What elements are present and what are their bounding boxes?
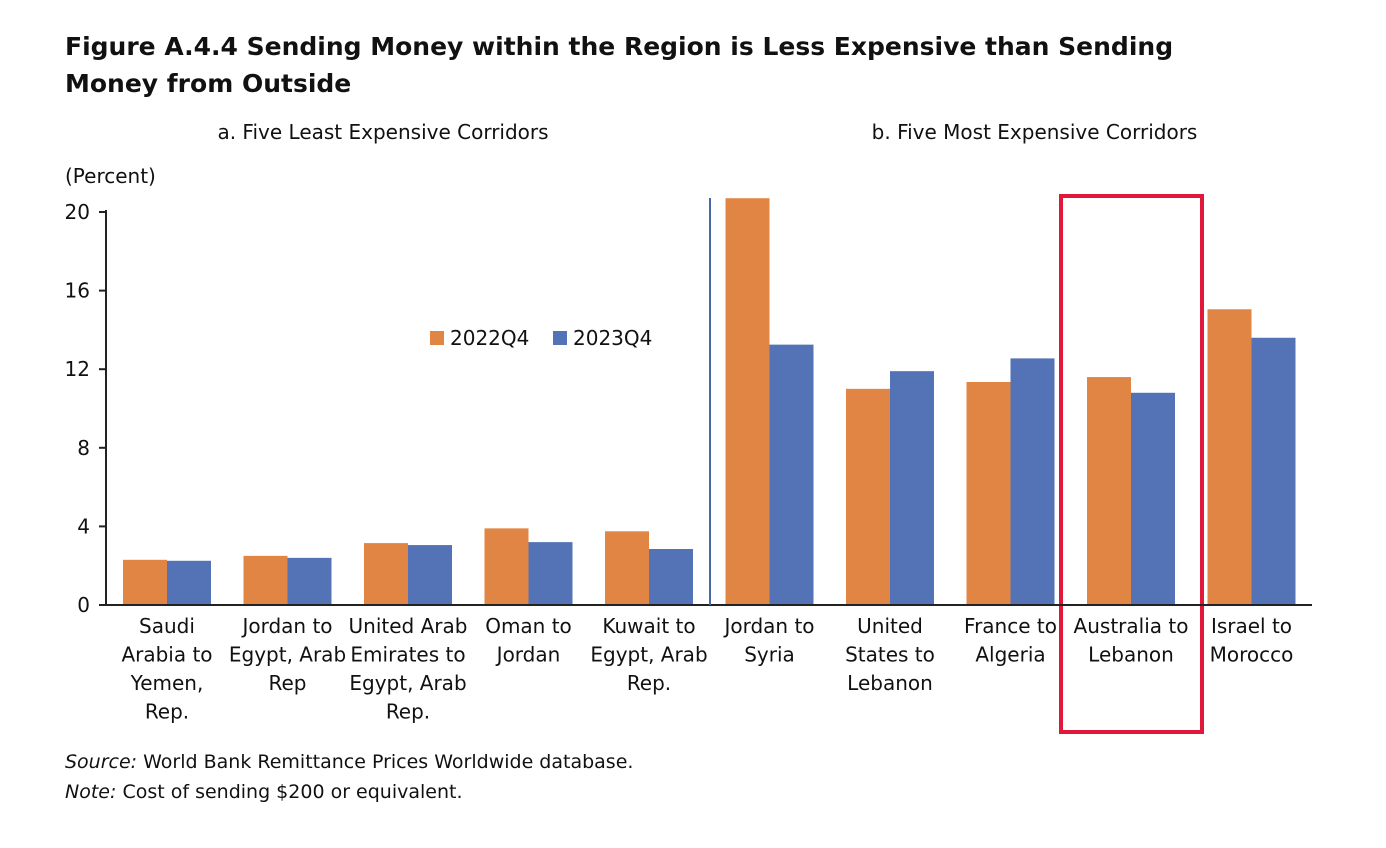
x-tick-label-5: Jordan to Syria (722, 614, 814, 667)
x-tick-label-6: United States to Lebanon (845, 614, 935, 695)
legend-label-2023Q4: 2023Q4 (573, 326, 652, 350)
source-note: Source: World Bank Remittance Prices Wor… (65, 750, 633, 774)
bar-2023Q4-4 (649, 548, 693, 605)
bar-2022Q4-3 (484, 528, 529, 605)
bar-2022Q4-6 (846, 388, 890, 605)
note: Note: Cost of sending $200 or equivalent… (65, 780, 463, 804)
y-tick-label-4: 4 (77, 514, 90, 538)
highlight-box (1059, 194, 1204, 734)
bar-2022Q4-8 (1087, 377, 1131, 605)
bar-2022Q4-2 (364, 543, 408, 605)
bar-2022Q4-5 (725, 198, 770, 605)
source-text: World Bank Remittance Prices Worldwide d… (143, 751, 634, 773)
y-ticks: 0 4 8 12 16 20 (65, 200, 106, 617)
legend-label-2022Q4: 2022Q4 (450, 326, 529, 350)
source-label: Source: (65, 751, 138, 773)
bar-2022Q4-4 (605, 531, 649, 605)
y-tick-label-12: 12 (65, 357, 90, 381)
x-tick-label-0: Saudi Arabia to Yemen, Rep. (121, 614, 212, 724)
bars (123, 198, 1296, 605)
bar-2023Q4-5 (769, 344, 814, 605)
bar-2023Q4-2 (408, 545, 452, 605)
bar-2023Q4-3 (528, 542, 573, 605)
x-tick-label-4: Kuwait to Egypt, Arab Rep. (590, 614, 707, 695)
bar-2023Q4-6 (890, 371, 934, 605)
y-axis-label: (Percent) (65, 164, 156, 188)
x-tick-label-9: Israel to Morocco (1210, 614, 1294, 667)
x-tick-label-2: United Arab Emirates to Egypt, Arab Rep. (349, 614, 468, 724)
figure-title: Figure A.4.4 Sending Money within the Re… (65, 32, 1174, 98)
note-label: Note: (65, 781, 117, 803)
axes (105, 198, 1312, 606)
y-tick-label-16: 16 (65, 279, 90, 303)
bar-2023Q4-1 (287, 557, 332, 605)
bar-2023Q4-8 (1131, 392, 1175, 605)
bar-2023Q4-7 (1010, 358, 1055, 605)
bar-2023Q4-0 (167, 560, 211, 605)
legend: 2022Q4 2023Q4 (430, 326, 652, 350)
panel-labels: a. Five Least Expensive Corridors b. Five… (217, 120, 1197, 144)
y-tick-label-0: 0 (77, 593, 90, 617)
x-tick-label-1: Jordan to Egypt, Arab Rep (229, 614, 346, 695)
legend-swatch-2023Q4 (553, 331, 567, 345)
panel-label-b: b. Five Most Expensive Corridors (872, 120, 1198, 144)
x-tick-label-8: Australia to Lebanon (1074, 614, 1189, 667)
bar-2022Q4-0 (123, 559, 167, 605)
x-tick-label-7: France to Algeria (964, 614, 1057, 667)
note-text: Cost of sending $200 or equivalent. (122, 781, 463, 803)
x-tick-labels: Saudi Arabia to Yemen, Rep.Jordan to Egypt, … (121, 614, 1293, 724)
legend-swatch-2022Q4 (430, 331, 444, 345)
bar-2022Q4-9 (1207, 309, 1252, 605)
bar-2022Q4-1 (243, 555, 288, 605)
x-tick-label-3: Oman to Jordan (485, 614, 572, 667)
bar-2023Q4-9 (1251, 337, 1296, 605)
panel-label-a: a. Five Least Expensive Corridors (217, 120, 548, 144)
highlight-box-layer (1059, 194, 1204, 734)
bar-2022Q4-7 (966, 381, 1011, 605)
y-tick-label-20: 20 (65, 200, 90, 224)
y-tick-label-8: 8 (77, 436, 90, 460)
